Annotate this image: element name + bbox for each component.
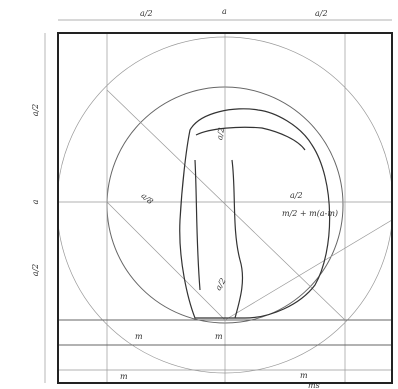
- dimension-label: a/2: [140, 9, 153, 18]
- measure-label: m: [215, 332, 223, 341]
- dimension-label: a/2: [315, 9, 328, 18]
- construction: [58, 33, 392, 383]
- diagonal: [106, 89, 346, 321]
- diagonal: [224, 219, 392, 321]
- figure-outline: [179, 108, 331, 319]
- measure-label: m: [120, 372, 128, 381]
- measure-label: m: [135, 332, 143, 341]
- measure-label: m: [300, 371, 308, 380]
- annotation: a/2: [214, 277, 228, 292]
- measure-label: ms: [308, 381, 320, 389]
- annotation: a/2: [215, 127, 226, 141]
- frame: [57, 32, 393, 384]
- annotation: m/2 + m(a-m): [282, 209, 338, 218]
- diagonal: [106, 201, 226, 321]
- dimension-label: a/2: [31, 104, 40, 117]
- dimension-label: a: [31, 199, 40, 204]
- dimension-label: a/2: [31, 264, 40, 277]
- annotation: a/2: [290, 191, 303, 200]
- dimension-label: a: [222, 7, 227, 16]
- annotation: a/8: [139, 191, 154, 206]
